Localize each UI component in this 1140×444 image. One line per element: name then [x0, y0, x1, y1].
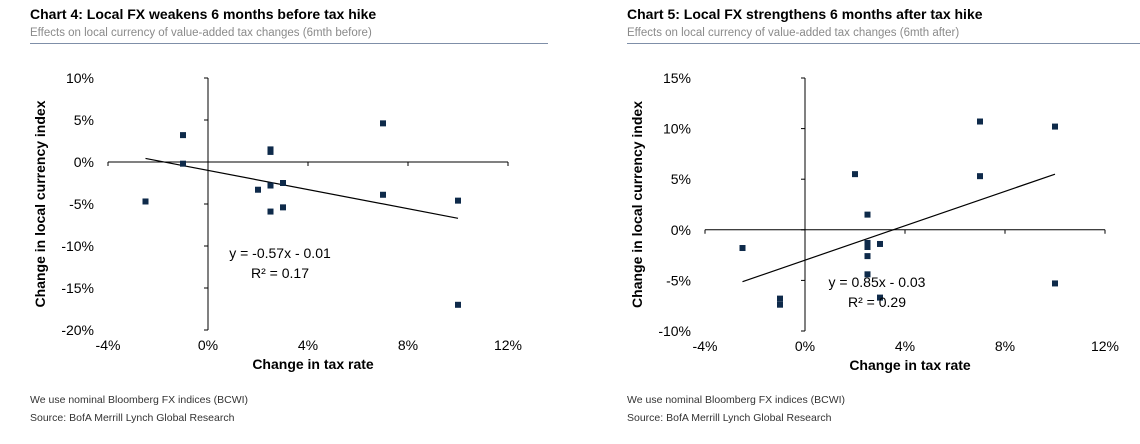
y-tick-label: -5%	[69, 196, 94, 212]
x-tick-label: 0%	[795, 338, 815, 354]
y-tick-label: 15%	[663, 70, 691, 86]
y-tick-label: 5%	[671, 171, 691, 187]
chart-5-plot: 15% 10% 5% 0% -5% -10%-4% 0% 4% 8% 12% Change in t…	[629, 70, 1119, 373]
y-tick-label: 10%	[66, 70, 94, 86]
y-axis-label: Change in local currency index	[629, 101, 645, 308]
title-divider	[627, 43, 1140, 44]
x-tick-label: -4%	[693, 338, 718, 354]
y-tick-label: 0%	[74, 154, 94, 170]
chart-subtitle: Effects on local currency of value-added…	[30, 27, 372, 39]
x-tick-label: 8%	[995, 338, 1015, 354]
y-tick-label: 5%	[74, 112, 94, 128]
x-tick-label: -4%	[96, 337, 121, 353]
data-point	[864, 253, 871, 260]
y-axis-label: Change in local currency index	[32, 100, 48, 307]
x-axis-label: Change in tax rate	[252, 356, 374, 372]
data-point	[255, 186, 261, 193]
y-tick-label: -5%	[666, 272, 691, 288]
chart-subtitle: Effects on local currency of value-added…	[627, 27, 960, 39]
y-tick-label: 10%	[663, 121, 691, 137]
x-axis-label: Change in tax rate	[849, 357, 971, 373]
data-point	[739, 245, 746, 252]
trendline-equation: y = -0.57x - 0.01	[229, 245, 331, 261]
y-tick-label: 0%	[671, 222, 691, 238]
data-point	[877, 294, 883, 301]
data-point	[180, 160, 186, 167]
x-tick-label: 8%	[398, 337, 418, 353]
data-point	[180, 132, 186, 139]
chart-footnote: We use nominal Bloomberg FX indices (BCW…	[30, 394, 249, 406]
chart-4-panel: Chart 4: Local FX weakens 6 months befor…	[30, 0, 550, 444]
data-point	[267, 182, 274, 189]
data-point	[777, 301, 783, 308]
data-point	[455, 197, 461, 204]
data-point	[1052, 280, 1058, 287]
data-point	[777, 295, 783, 302]
y-tick-label: -20%	[61, 322, 94, 338]
data-point	[877, 240, 883, 247]
data-point	[864, 239, 871, 246]
data-point	[455, 301, 461, 308]
chart-source: Source: BofA Merrill Lynch Global Resear…	[30, 412, 235, 424]
chart-source: Source: BofA Merrill Lynch Global Resear…	[627, 412, 832, 424]
r-squared-label: R² = 0.29	[848, 294, 906, 310]
trendline-equation: y = 0.85x - 0.03	[829, 274, 926, 290]
chart-title: Chart 4: Local FX weakens 6 months befor…	[30, 6, 377, 22]
data-point	[852, 171, 858, 178]
title-divider	[30, 43, 548, 44]
data-point	[280, 204, 286, 211]
x-tick-label: 0%	[198, 337, 218, 353]
data-point	[380, 120, 386, 127]
trendline	[145, 157, 459, 219]
chart-title: Chart 5: Local FX strengthens 6 months a…	[627, 6, 983, 22]
r-squared-label: R² = 0.17	[251, 265, 309, 281]
data-point	[1052, 123, 1058, 130]
data-point	[977, 118, 983, 125]
y-tick-label: -10%	[658, 323, 691, 339]
data-point	[267, 148, 274, 155]
y-tick-label: -15%	[61, 280, 94, 296]
x-tick-label: 4%	[298, 337, 318, 353]
trendline	[742, 173, 1056, 283]
x-tick-label: 12%	[494, 337, 522, 353]
data-point	[864, 244, 871, 251]
data-point	[280, 180, 286, 186]
data-point	[380, 191, 386, 198]
chart-footnote: We use nominal Bloomberg FX indices (BCW…	[627, 394, 846, 406]
x-tick-label: 4%	[895, 338, 915, 354]
chart-5-panel: Chart 5: Local FX strengthens 6 months a…	[627, 0, 1140, 444]
data-point	[267, 208, 274, 215]
y-tick-label: -10%	[61, 238, 94, 254]
chart-4-plot: 10% 5% 0% -5% -10% -15% -20%-4% 0% 4% 8% 12% Change…	[32, 70, 522, 372]
data-point	[977, 173, 983, 180]
data-point	[864, 211, 871, 218]
data-point	[864, 271, 871, 278]
x-tick-label: 12%	[1091, 338, 1119, 354]
data-point	[142, 198, 149, 205]
